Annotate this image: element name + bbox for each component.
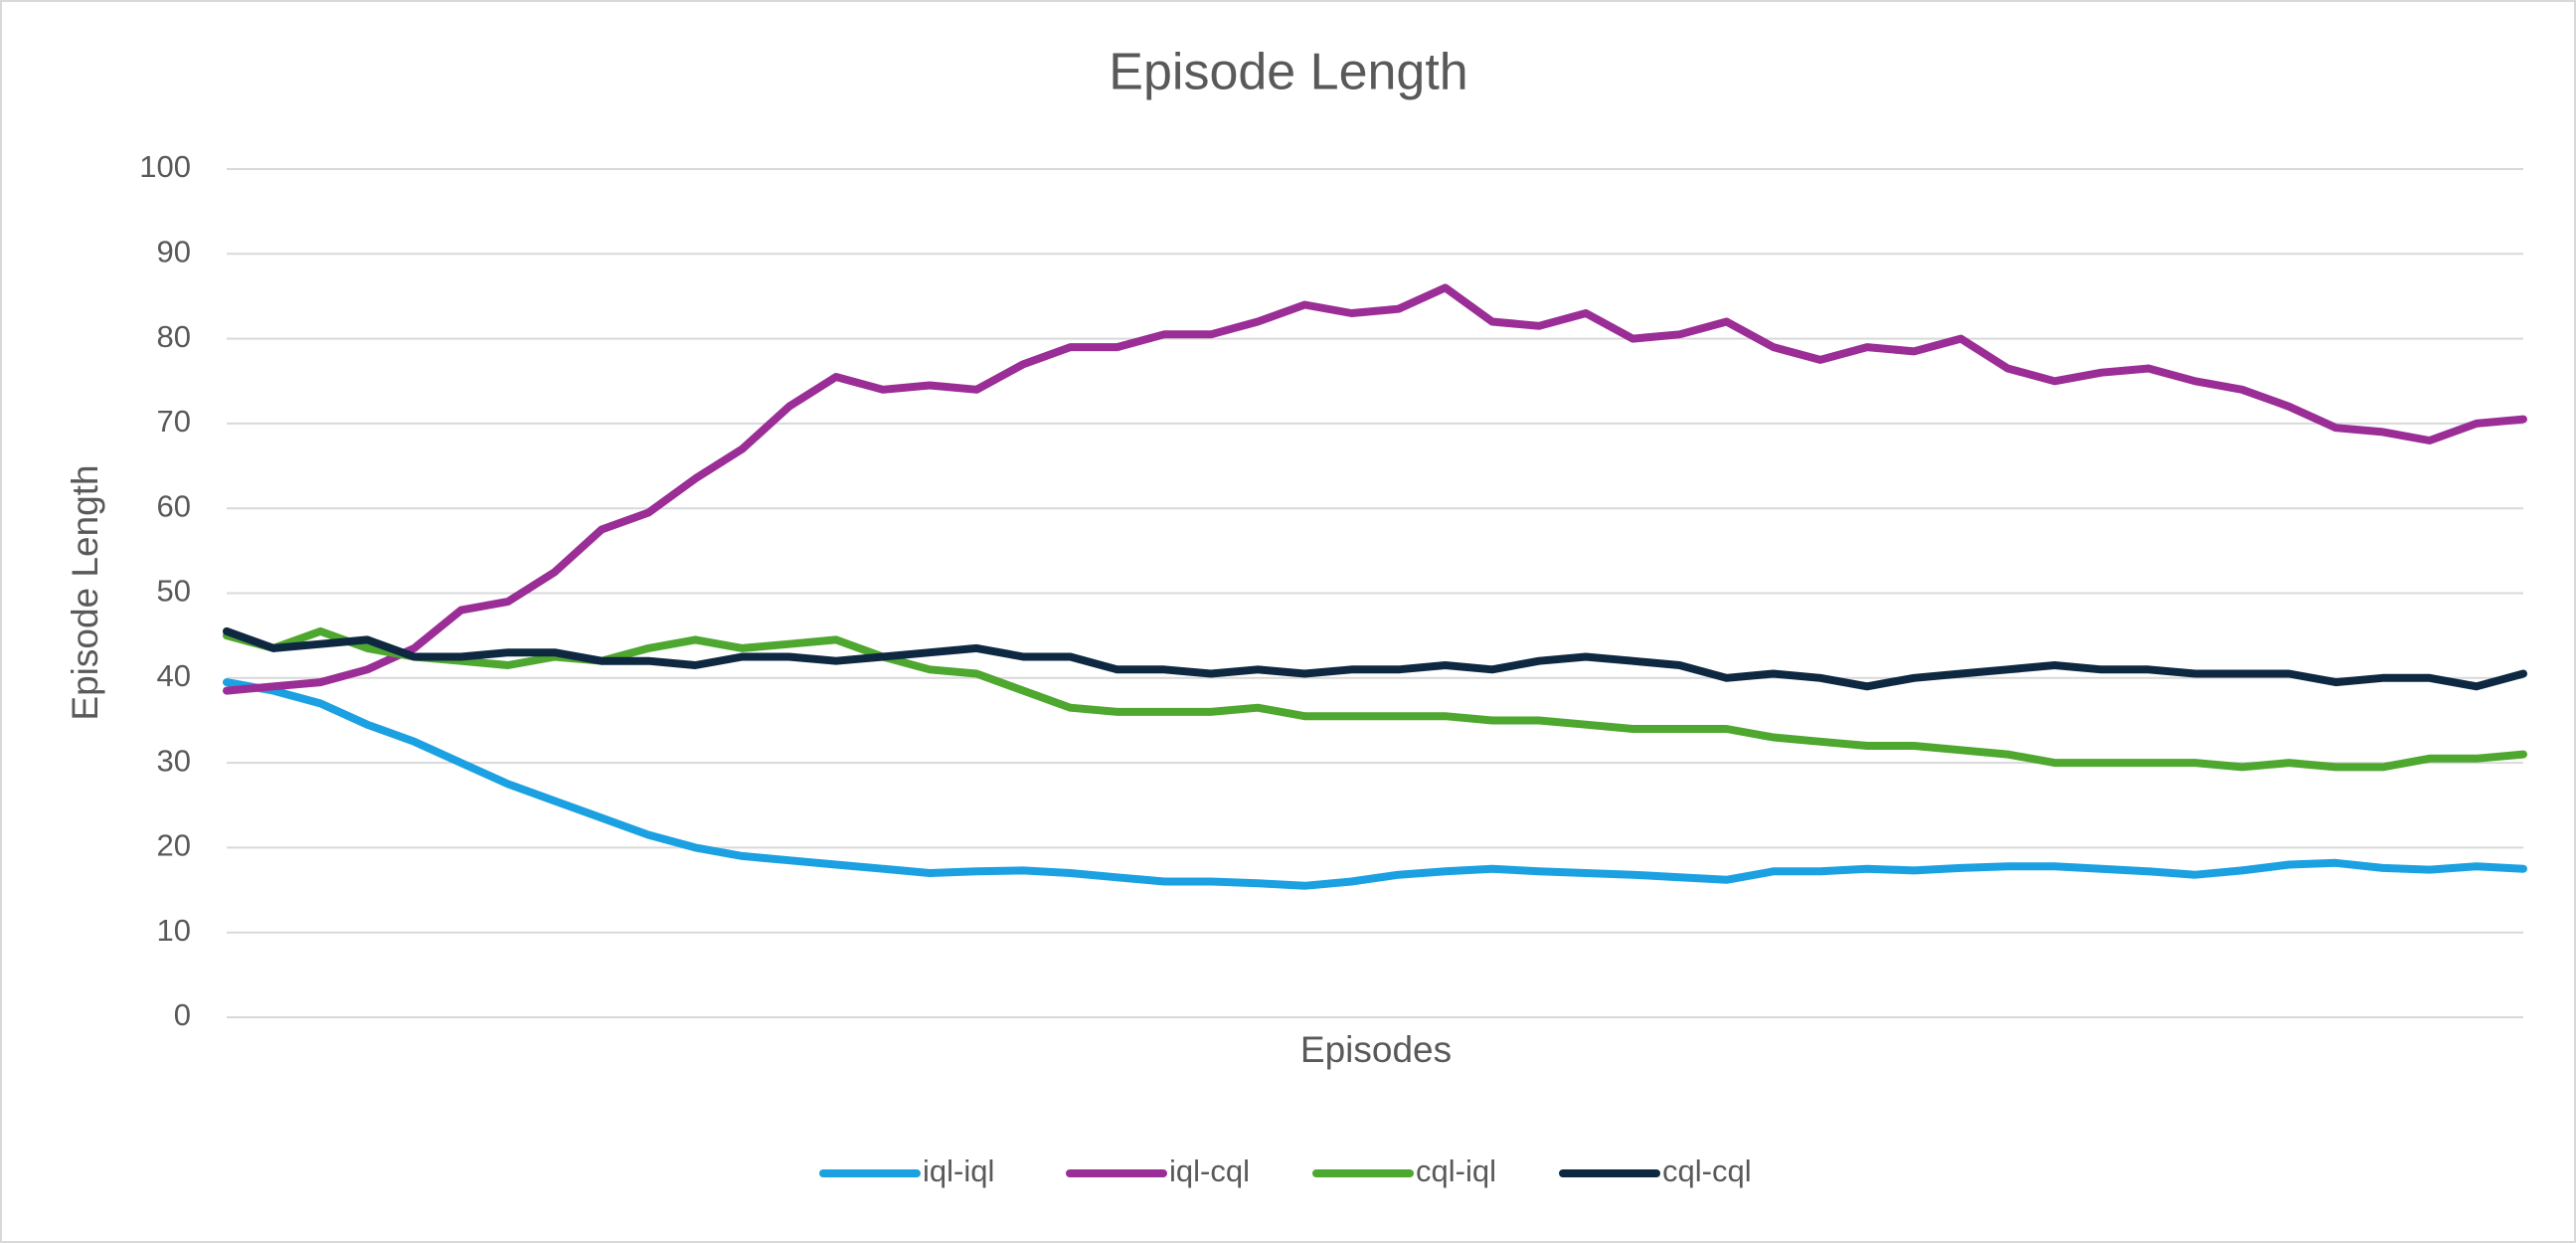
- series-line: [223, 626, 2527, 691]
- chart-title: Episode Length: [1109, 44, 1467, 101]
- y-tick-label: 50: [157, 574, 191, 609]
- legend-label: cql-iql: [1416, 1154, 1496, 1188]
- legend-label: iql-iql: [923, 1154, 994, 1188]
- legend-label: cql-cql: [1662, 1154, 1752, 1188]
- legend-label: iql-cql: [1169, 1154, 1250, 1188]
- y-tick-label: 60: [157, 488, 191, 523]
- y-tick-label: 70: [157, 404, 191, 439]
- x-axis-title: Episodes: [1300, 1029, 1452, 1070]
- y-tick-label: 90: [157, 234, 191, 268]
- series-line: [223, 678, 2527, 890]
- y-axis-title: Episode Length: [65, 464, 105, 720]
- y-tick-label: 40: [157, 658, 191, 693]
- y-tick-label: 20: [157, 828, 191, 863]
- series-line: [223, 283, 2527, 695]
- y-tick-label: 100: [139, 149, 191, 184]
- y-tick-label: 80: [157, 319, 191, 354]
- y-tick-label: 0: [174, 997, 191, 1032]
- y-tick-label: 10: [157, 913, 191, 948]
- y-tick-label: 30: [157, 743, 191, 778]
